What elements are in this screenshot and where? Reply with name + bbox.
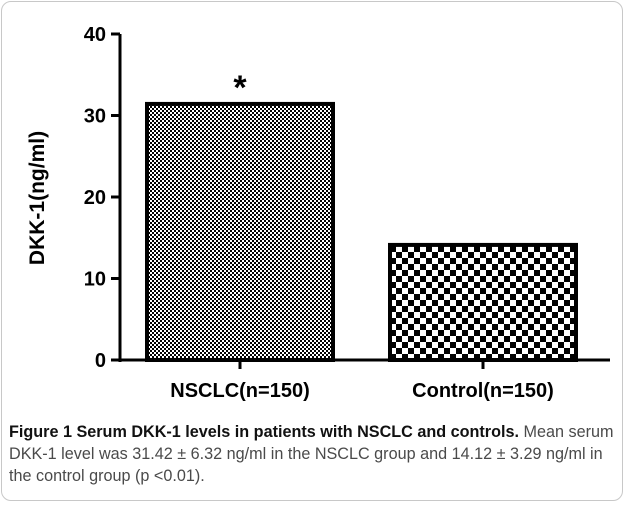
bar-chart: * 0 10 20 30 40 NSCLC(n=150) Control(n=150) DK…: [26, 24, 610, 402]
caption-title: Figure 1 Serum DKK-1 levels in patients …: [9, 423, 519, 441]
x-tick-label: Control(n=150): [412, 380, 554, 402]
x-tick-label: NSCLC(n=150): [170, 380, 309, 402]
y-tick-label: 0: [95, 350, 106, 372]
y-tick-label: 40: [84, 24, 106, 46]
y-tick-label: 10: [84, 269, 106, 291]
figure-caption: Figure 1 Serum DKK-1 levels in patients …: [9, 421, 619, 487]
bar-nsclc: [145, 101, 335, 362]
caption-body: Mean serum DKK-1 level was 31.42 ± 6.32 …: [9, 423, 614, 485]
significance-asterisk: *: [233, 69, 247, 107]
bar-control: [388, 242, 578, 362]
y-tick-label: 20: [84, 187, 106, 209]
y-axis-label: DKK-1(ng/ml): [26, 131, 49, 265]
y-tick-label: 30: [84, 106, 106, 128]
